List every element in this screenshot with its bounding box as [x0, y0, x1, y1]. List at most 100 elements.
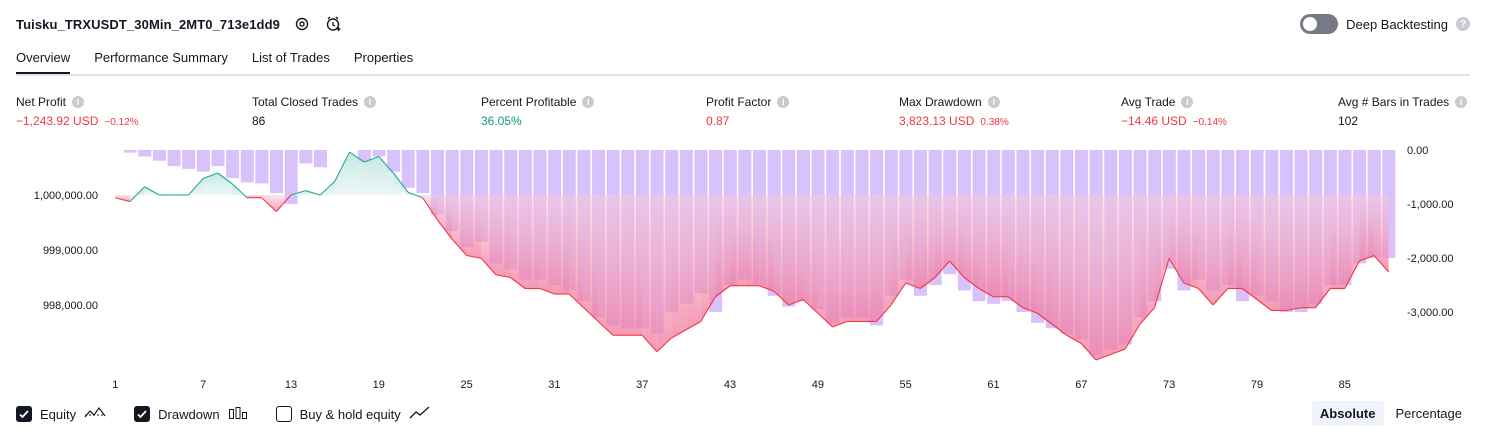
tab-performance-summary[interactable]: Performance Summary — [94, 50, 228, 65]
info-icon[interactable]: i — [1181, 96, 1194, 108]
checkbox-checked-icon[interactable] — [16, 406, 32, 422]
equity-line-segment — [349, 151, 365, 163]
equity-drawdown-chart[interactable]: 1,000,000.00 999,000.00 998,000.00 0.00 -1,… — [0, 140, 1486, 395]
help-icon[interactable]: ? — [1456, 17, 1470, 31]
right-axis-tick: -3,000.00 — [1407, 307, 1453, 319]
checkbox-checked-icon[interactable] — [134, 406, 151, 422]
drawdown-bar — [372, 150, 386, 157]
equity-area-segment — [978, 195, 994, 297]
equity-area-segment — [671, 195, 687, 338]
mode-absolute[interactable]: Absolute — [1311, 401, 1384, 426]
summary-metrics: Net Profit i −1,243.92 USD −0.12% Total Cl… — [0, 94, 1486, 134]
metric-value: −14.46 USD — [1121, 114, 1187, 128]
tab-overview[interactable]: Overview — [16, 44, 71, 74]
chart-legend-toggles: Equity Drawdown Buy & hold equity — [16, 402, 431, 426]
equity-area-segment — [993, 195, 1009, 297]
equity-line-segment — [978, 288, 994, 298]
equity-line-segment — [510, 277, 526, 289]
equity-area-segment — [1286, 195, 1301, 311]
equity-line-segment — [115, 197, 131, 203]
equity-line-segment — [1373, 255, 1390, 273]
drawdown-bar — [270, 150, 284, 194]
equity-line-segment — [1359, 254, 1375, 262]
equity-area-segment — [1022, 195, 1038, 314]
drawdown-bar — [416, 150, 430, 194]
equity-area-segment — [964, 195, 979, 289]
x-axis-tick: 31 — [548, 379, 560, 391]
info-icon[interactable]: i — [1455, 96, 1468, 108]
buy-hold-toggle[interactable]: Buy & hold equity — [275, 406, 431, 423]
equity-line-segment — [1153, 258, 1170, 308]
equity-area-segment — [1330, 195, 1345, 289]
metric-label: Avg # Bars in Trades — [1338, 95, 1450, 109]
equity-line-segment — [363, 155, 379, 163]
right-axis-tick: -1,000.00 — [1407, 199, 1453, 211]
info-icon[interactable]: i — [72, 96, 85, 108]
equity-line-segment — [202, 172, 218, 180]
deep-backtesting: Deep Backtesting ? — [1300, 12, 1470, 36]
drawdown-toggle[interactable]: Drawdown — [134, 406, 247, 423]
settings-icon[interactable] — [292, 14, 312, 34]
info-icon[interactable]: i — [582, 96, 595, 108]
equity-area-segment — [1095, 195, 1111, 360]
left-axis-tick: 1,000,000.00 — [34, 190, 98, 202]
tab-list-of-trades[interactable]: List of Trades — [251, 50, 330, 65]
drawdown-bar — [138, 150, 152, 157]
checkbox-unchecked-icon[interactable] — [275, 406, 292, 422]
equity-area-segment — [510, 195, 526, 289]
equity-line-segment — [217, 172, 233, 185]
x-axis-tick: 13 — [285, 379, 297, 391]
x-axis-tick: 37 — [636, 379, 648, 391]
equity-line-segment — [1241, 288, 1258, 300]
equity-line-segment — [305, 190, 321, 196]
mode-percentage[interactable]: Percentage — [1395, 406, 1463, 421]
strategy-header: Tuisku_TRXUSDT_30Min_2MT0_713e1dd9 — [16, 12, 344, 36]
equity-area-segment — [700, 195, 716, 322]
info-icon[interactable]: i — [777, 96, 790, 108]
metric-label: Profit Factor — [706, 95, 772, 109]
equity-line-segment — [261, 197, 277, 212]
equity-line-segment — [1315, 288, 1331, 309]
equity-area-segment — [598, 195, 613, 336]
equity-area-segment — [788, 195, 804, 305]
equity-area-segment — [1344, 195, 1360, 289]
left-axis-tick: 999,000.00 — [43, 245, 98, 257]
equity-area-segment — [1066, 195, 1082, 344]
x-axis-tick: 73 — [1163, 379, 1175, 391]
equity-line-segment — [700, 296, 716, 322]
equity-line-segment — [451, 238, 468, 256]
equity-toggle-label: Equity — [40, 406, 77, 422]
equity-line-segment — [583, 307, 599, 322]
equity-line-segment — [1139, 307, 1155, 325]
tab-properties[interactable]: Properties — [353, 50, 414, 65]
toggle-knob — [1303, 17, 1318, 31]
metric-value: 3,823.13 USD — [899, 114, 975, 128]
info-icon[interactable]: i — [987, 96, 1000, 108]
x-axis-tick: 55 — [900, 379, 912, 391]
equity-area-segment — [569, 195, 584, 308]
equity-area-segment — [466, 195, 482, 259]
equity-line-segment — [788, 298, 804, 306]
equity-line-segment — [1080, 343, 1097, 361]
equity-line-segment — [1051, 323, 1068, 336]
equity-line-segment — [1124, 323, 1141, 350]
equity-area-segment — [934, 195, 950, 278]
equity-line-segment — [802, 299, 819, 314]
info-icon[interactable]: i — [364, 96, 377, 108]
alarm-add-icon[interactable] — [324, 14, 344, 34]
metric-net-profit: Net Profit i −1,243.92 USD −0.12% — [16, 94, 139, 128]
drawdown-toggle-label: Drawdown — [158, 406, 220, 422]
x-axis-tick: 79 — [1251, 379, 1263, 391]
equity-line — [115, 151, 1390, 361]
deep-backtesting-toggle[interactable] — [1300, 14, 1339, 34]
equity-area-segment — [656, 195, 672, 352]
equity-line-segment — [1037, 312, 1053, 325]
metric-percent-profitable: Percent Profitable i 36.05% — [481, 94, 595, 128]
metric-total-closed-trades: Total Closed Trades i 86 — [252, 94, 377, 128]
metric-label: Avg Trade — [1121, 95, 1176, 109]
equity-line-segment — [715, 285, 731, 298]
buy-hold-toggle-label: Buy & hold equity — [299, 406, 401, 422]
equity-area-segment — [803, 195, 818, 314]
equity-toggle[interactable]: Equity — [16, 406, 106, 423]
equity-area-segment — [920, 195, 935, 289]
